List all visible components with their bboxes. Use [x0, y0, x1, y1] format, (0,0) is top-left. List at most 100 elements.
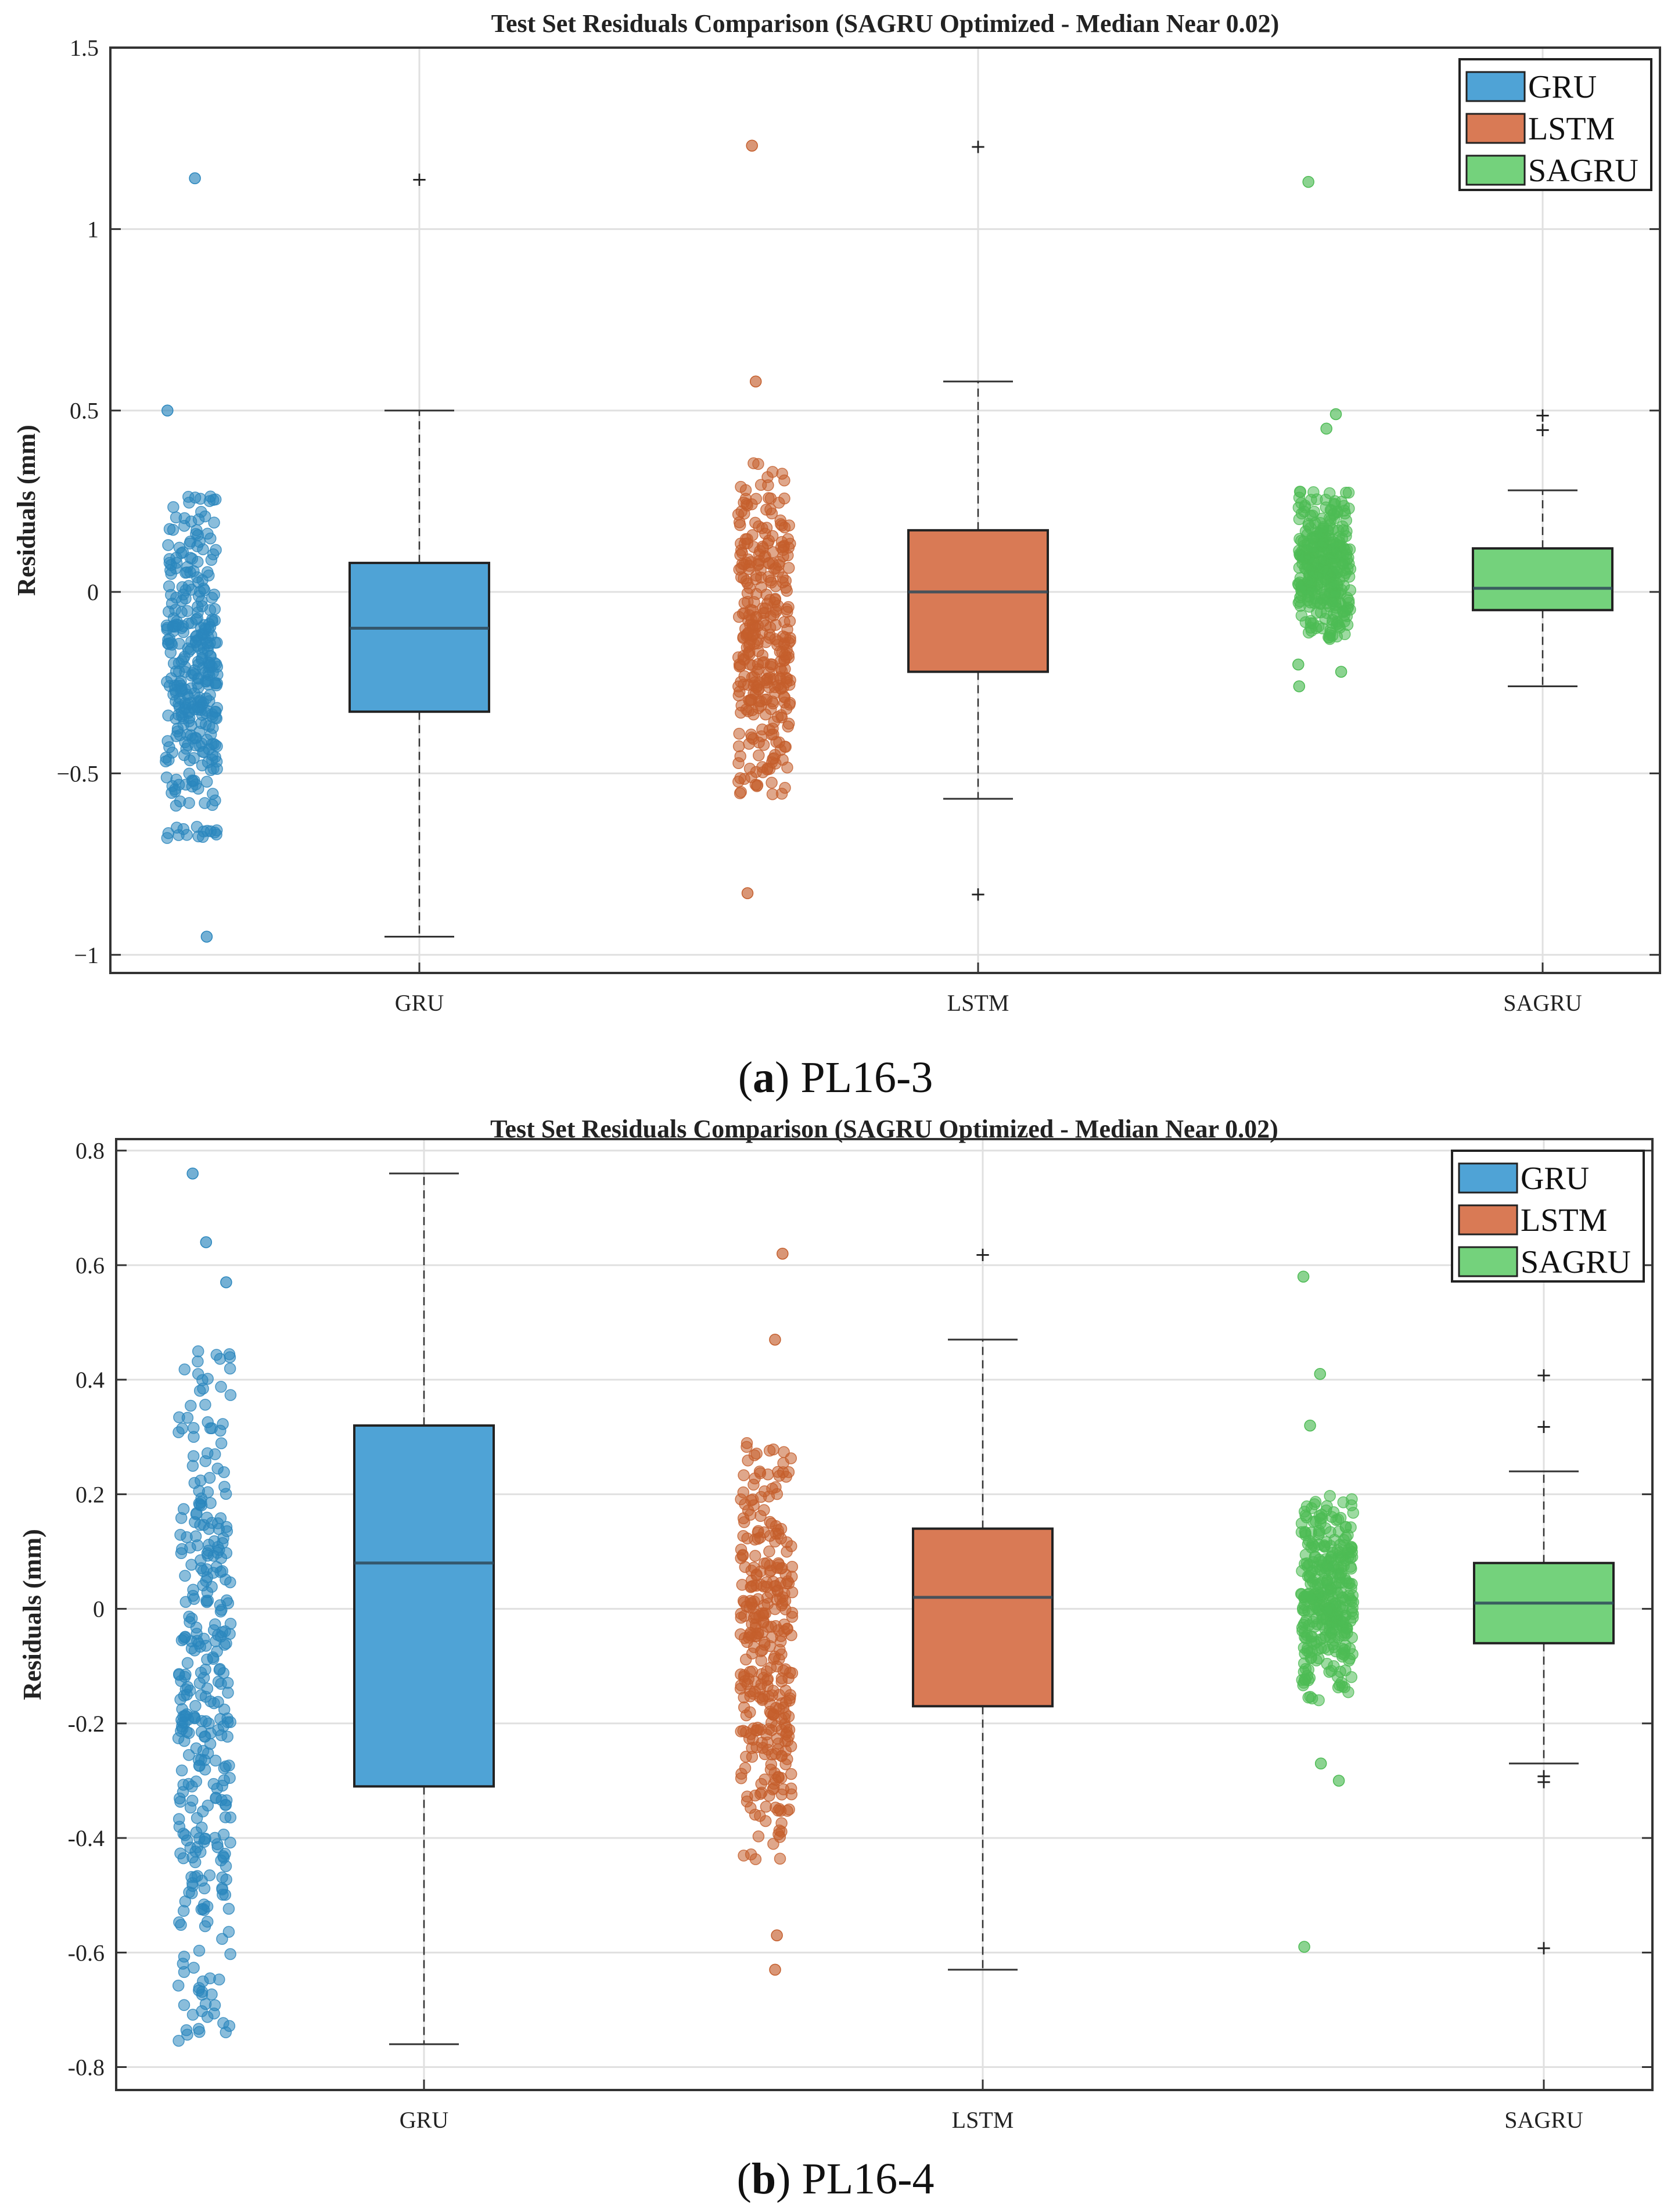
jitter-point: [201, 1653, 213, 1666]
jitter-point: [749, 1550, 761, 1562]
jitter-point: [735, 1607, 747, 1620]
box-lstm: [907, 529, 1049, 673]
jitter-point: [755, 699, 767, 712]
jitter-point: [1344, 563, 1357, 575]
jitter-point: [779, 1708, 792, 1720]
jitter-point: [214, 1606, 227, 1618]
jitter-point: [741, 1678, 753, 1690]
jitter-point: [785, 1540, 797, 1553]
jitter-point: [197, 582, 210, 595]
jitter-point: [1315, 1556, 1327, 1568]
jitter-point: [186, 1887, 198, 1899]
jitter-point: [1346, 1631, 1358, 1644]
y-tick-label: -0.4: [68, 1825, 105, 1851]
jitter-point: [1313, 559, 1326, 572]
jitter-point: [183, 797, 195, 809]
jitter-point: [217, 1418, 229, 1430]
jitter-point: [770, 1773, 782, 1786]
jitter-point: [1293, 513, 1306, 526]
jitter-point: [1292, 501, 1305, 514]
jitter-point: [1338, 1643, 1351, 1656]
caption-b: (b) PL16-4: [736, 2154, 935, 2203]
jitter-point: [786, 1611, 799, 1623]
jitter-point: [223, 1759, 235, 1772]
jitter-point: [755, 1778, 767, 1790]
jitter-point: [736, 607, 749, 620]
jitter-point: [212, 1629, 224, 1641]
jitter-point: [1328, 512, 1341, 525]
jitter-point: [195, 595, 208, 608]
jitter-point: [776, 1561, 788, 1574]
jitter-point: [1318, 1541, 1331, 1553]
jitter-point: [167, 688, 179, 701]
jitter-point: [163, 741, 175, 753]
jitter-point: [767, 609, 780, 622]
jitter-point: [186, 2009, 199, 2021]
box-gru: [353, 1424, 495, 1788]
jitter-point: [752, 683, 764, 695]
jitter-point: [1314, 1757, 1327, 1770]
jitter-point: [173, 1813, 185, 1825]
jitter-point: [1301, 529, 1313, 541]
axes-frame: [109, 46, 1661, 974]
jitter-point: [756, 1693, 769, 1705]
jitter-point: [1314, 1368, 1327, 1380]
jitter-point: [1326, 629, 1339, 642]
legend-swatch: [1458, 1204, 1518, 1236]
jitter-point: [778, 492, 790, 505]
jitter-point: [191, 1635, 203, 1647]
jitter-point: [764, 492, 777, 505]
jitter-point: [204, 1695, 217, 1708]
jitter-point: [770, 1801, 782, 1814]
jitter-point: [185, 682, 197, 695]
jitter-point: [200, 931, 213, 943]
x-tick-label: GRU: [400, 2107, 449, 2133]
jitter-point: [181, 1657, 194, 1669]
jitter-point: [174, 1528, 186, 1541]
jitter-point: [735, 1768, 748, 1780]
jitter-point: [750, 611, 763, 623]
outlier-marker: +: [411, 168, 428, 191]
jitter-point: [1297, 1679, 1309, 1692]
jitter-lstm: [734, 1247, 799, 1976]
jitter-point: [216, 1933, 228, 1945]
jitter-point: [741, 887, 754, 899]
jitter-point: [741, 537, 754, 550]
jitter-point: [1306, 1692, 1318, 1705]
jitter-point: [767, 1838, 779, 1850]
jitter-point: [735, 505, 748, 518]
jitter-point: [199, 797, 211, 809]
y-tick-label: 1.5: [70, 35, 99, 61]
jitter-point: [200, 1575, 212, 1588]
jitter-point: [1299, 1558, 1311, 1570]
y-axis-label: Residuals (mm): [12, 425, 41, 596]
jitter-point: [1305, 494, 1317, 506]
jitter-point: [170, 665, 182, 677]
jitter-point: [749, 1853, 762, 1865]
jitter-point: [1331, 566, 1344, 579]
jitter-point: [755, 1654, 767, 1667]
jitter-point: [1337, 1496, 1350, 1509]
jitter-point: [749, 1472, 761, 1485]
jitter-point: [756, 656, 769, 669]
jitter-point: [769, 1333, 781, 1346]
jitter-point: [189, 1871, 202, 1883]
jitter-point: [198, 746, 210, 759]
jitter-point: [735, 786, 747, 798]
jitter-point: [224, 1948, 236, 1960]
jitter-point: [175, 1634, 188, 1647]
jitter-point: [215, 1437, 228, 1449]
y-tick-label: 1: [87, 216, 99, 242]
jitter-point: [207, 494, 220, 506]
jitter-point: [744, 1509, 757, 1521]
jitter-point: [209, 1618, 221, 1631]
jitter-point: [200, 775, 213, 788]
jitter-point: [766, 777, 778, 789]
jitter-gru: [160, 172, 224, 943]
jitter-point: [209, 1754, 222, 1767]
jitter-point: [221, 1730, 233, 1743]
jitter-point: [1304, 1419, 1316, 1432]
jitter-point: [748, 1561, 760, 1574]
jitter-point: [208, 516, 220, 529]
jitter-point: [173, 709, 185, 721]
